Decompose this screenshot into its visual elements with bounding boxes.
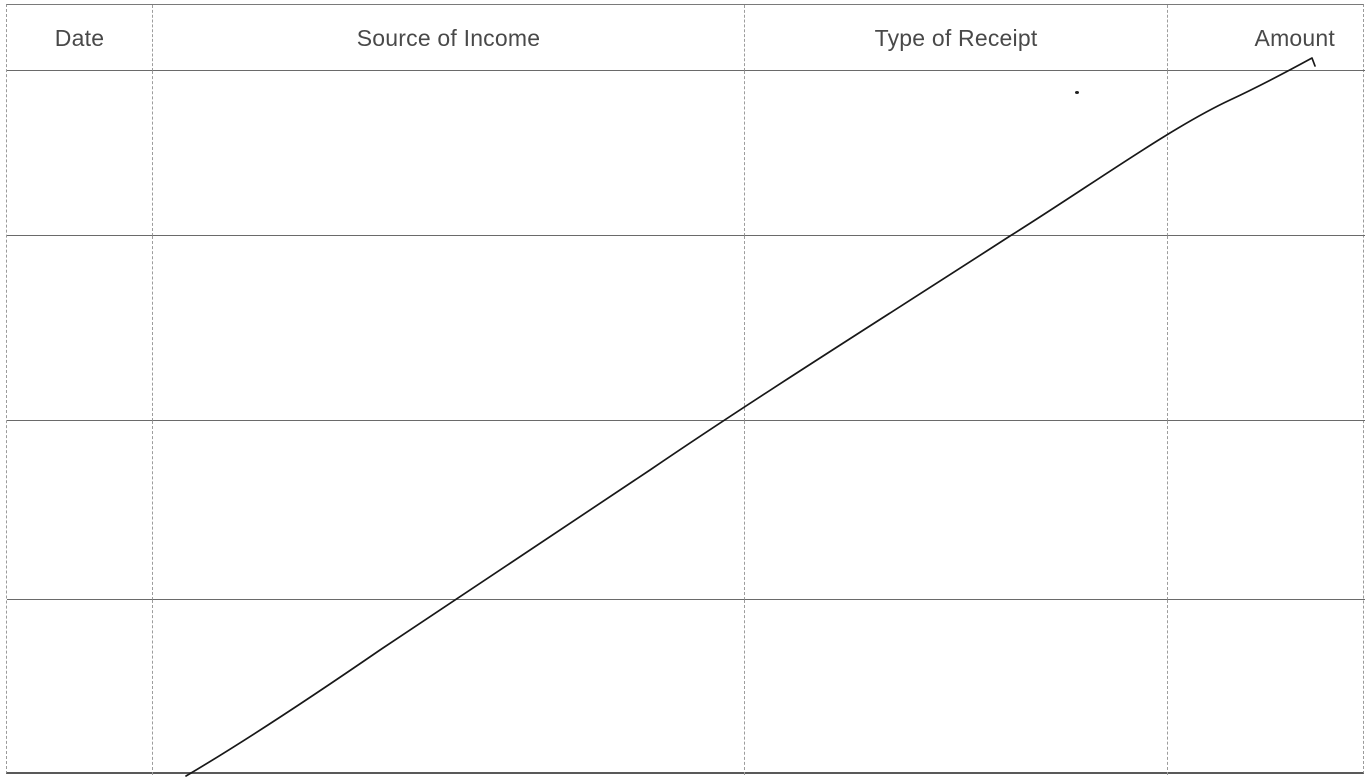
cell-source	[153, 421, 745, 600]
ink-speck	[1075, 91, 1079, 94]
cell-type	[745, 71, 1168, 236]
cell-date	[7, 600, 153, 775]
cell-amount	[1168, 236, 1365, 421]
header-type-of-receipt: Type of Receipt	[745, 5, 1168, 71]
cell-type	[745, 421, 1168, 600]
header-source-of-income: Source of Income	[153, 5, 745, 71]
cell-source	[153, 71, 745, 236]
cell-type	[745, 600, 1168, 775]
cell-amount	[1168, 71, 1365, 236]
cell-source	[153, 600, 745, 775]
cell-source	[153, 236, 745, 421]
cell-date	[7, 421, 153, 600]
cell-date	[7, 71, 153, 236]
cell-amount	[1168, 421, 1365, 600]
income-ledger-table: Date Source of Income Type of Receipt Am…	[6, 4, 1365, 775]
cell-amount	[1168, 600, 1365, 775]
header-amount: Amount	[1168, 5, 1365, 71]
cell-date	[7, 236, 153, 421]
header-date: Date	[7, 5, 153, 71]
cell-type	[745, 236, 1168, 421]
